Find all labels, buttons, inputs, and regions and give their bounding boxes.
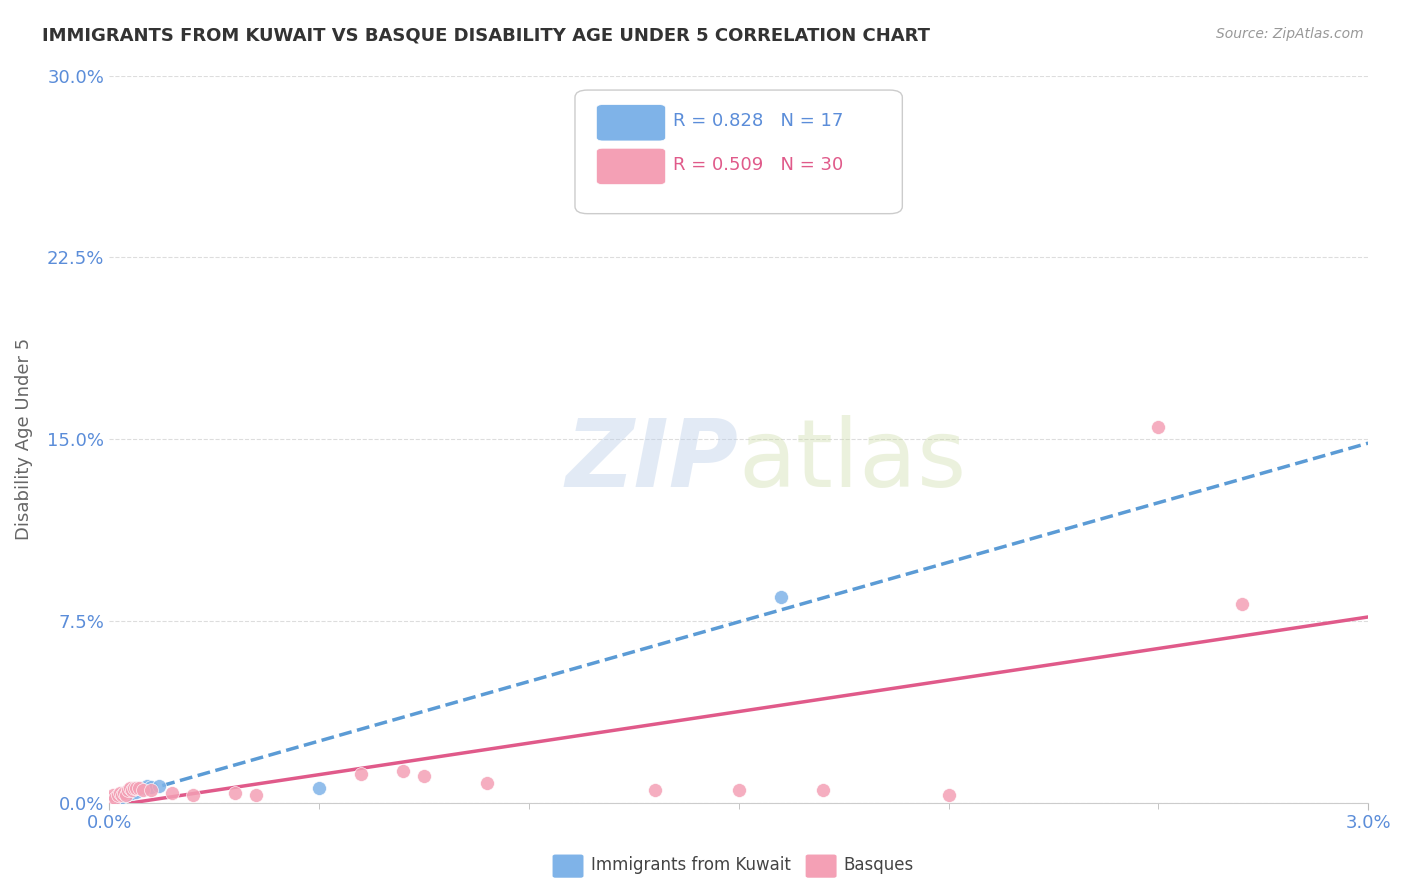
Text: Immigrants from Kuwait: Immigrants from Kuwait [591,856,790,874]
Point [811,783,834,797]
Text: atlas: atlas [738,415,967,507]
Point [100,790,122,805]
Point [412,769,434,783]
Point [392,764,415,778]
Y-axis label: Disability Age Under 5: Disability Age Under 5 [15,338,32,541]
Point [120,780,142,795]
Point [104,790,127,805]
Point [308,780,330,795]
Text: IMMIGRANTS FROM KUWAIT VS BASQUE DISABILITY AGE UNDER 5 CORRELATION CHART: IMMIGRANTS FROM KUWAIT VS BASQUE DISABIL… [42,27,931,45]
Point [108,786,131,800]
Point [727,783,749,797]
Point [112,786,135,800]
Point [224,786,246,800]
Point [107,789,129,803]
Text: Basques: Basques [844,856,914,874]
Point [111,789,134,804]
Point [245,789,267,803]
Point [131,780,153,795]
Point [125,780,148,795]
Point [350,766,373,780]
FancyBboxPatch shape [596,148,665,185]
Point [139,780,162,794]
Point [103,789,125,803]
Point [938,789,960,803]
FancyBboxPatch shape [575,90,903,214]
Text: R = 0.509   N = 30: R = 0.509 N = 30 [673,156,844,174]
Point [115,789,138,803]
Point [124,783,146,797]
Point [111,789,134,803]
Point [644,783,666,797]
Point [120,783,142,797]
Point [104,790,127,805]
Point [121,783,143,797]
Text: ZIP: ZIP [565,415,738,507]
Point [1232,597,1254,611]
Point [128,780,150,795]
Text: R = 0.828   N = 17: R = 0.828 N = 17 [673,112,844,130]
Point [117,787,139,801]
Point [769,590,792,604]
Text: Source: ZipAtlas.com: Source: ZipAtlas.com [1216,27,1364,41]
Point [124,780,146,795]
Point [108,789,131,803]
Point [139,783,162,797]
Point [181,789,204,803]
FancyBboxPatch shape [596,104,665,141]
Point [135,779,157,793]
Point [121,786,143,800]
Point [131,783,153,797]
Point [1147,420,1170,434]
Point [128,780,150,795]
Point [115,789,138,803]
Point [148,779,170,793]
Point [125,785,148,799]
Point [117,783,139,797]
Point [160,786,183,800]
Point [112,786,135,800]
Point [475,776,498,790]
